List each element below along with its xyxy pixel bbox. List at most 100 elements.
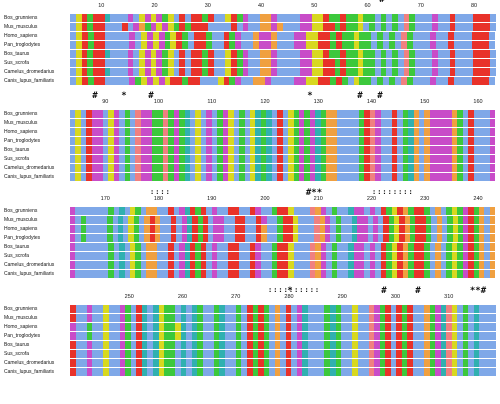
residue-cell (231, 50, 237, 58)
residue-cell (175, 350, 181, 358)
residue-cell (264, 77, 271, 85)
residue-cell (119, 341, 126, 349)
residue-cell (208, 332, 214, 340)
residue-cell (304, 173, 310, 181)
residue-cell (331, 207, 338, 215)
residue-cell (146, 270, 152, 278)
residue-cell (285, 359, 292, 367)
residue-cell (211, 261, 218, 269)
residue-cell (184, 137, 190, 145)
residue-cell (233, 270, 240, 278)
sequence-row (70, 41, 496, 49)
residue-cell (397, 164, 403, 172)
residue-cell (175, 323, 181, 331)
residue-cell (129, 77, 135, 85)
residue-cell (110, 50, 116, 58)
residue-cell (233, 261, 240, 269)
residue-cell (388, 41, 395, 49)
residue-cell (309, 128, 316, 136)
residue-cell (206, 146, 212, 154)
residue-cell (390, 350, 397, 358)
residue-cell (307, 359, 314, 367)
residue-cell (397, 173, 403, 181)
residue-cell (255, 110, 261, 118)
residue-cell (80, 243, 87, 251)
residue-cell (249, 110, 256, 118)
residue-cell (461, 68, 467, 76)
residue-cell (81, 41, 88, 49)
residue-cell (304, 146, 310, 154)
residue-cell (162, 146, 169, 154)
residue-cell (379, 368, 386, 376)
residue-cell (263, 332, 270, 340)
residue-cell (357, 14, 364, 22)
residue-cell (305, 23, 312, 31)
residue-cell (202, 323, 209, 331)
residue-cell (346, 59, 352, 67)
residue-cell (224, 368, 231, 376)
residue-cell (468, 305, 474, 313)
residue-cell (457, 137, 463, 145)
residue-cell (357, 305, 364, 313)
residue-cell (235, 41, 242, 49)
residue-cell (451, 155, 458, 163)
residue-cell (468, 368, 474, 376)
residue-cell (413, 207, 419, 215)
residue-cell (75, 41, 82, 49)
residue-cell (489, 59, 496, 67)
residue-cell (408, 173, 414, 181)
residue-cell (346, 14, 352, 22)
residue-cell (263, 314, 270, 322)
residue-cell (329, 41, 336, 49)
residue-cell (300, 32, 307, 40)
residue-cell (86, 350, 93, 358)
residue-cell (484, 128, 490, 136)
residue-cell (119, 243, 125, 251)
residue-cell (375, 243, 381, 251)
residue-cell (391, 146, 398, 154)
residue-cell (191, 314, 198, 322)
residue-cell (93, 14, 99, 22)
residue-cell (190, 23, 197, 31)
residue-cell (357, 368, 364, 376)
residue-cell (386, 146, 392, 154)
residue-cell (119, 359, 126, 367)
residue-cell (335, 332, 342, 340)
residue-cell (312, 32, 319, 40)
residue-cell (180, 341, 187, 349)
residue-cell (235, 332, 242, 340)
residue-cell (443, 59, 450, 67)
residue-cell (299, 261, 305, 269)
residue-cell (116, 14, 122, 22)
sequence-row (70, 332, 496, 340)
residue-cell (108, 261, 114, 269)
residue-cell (75, 128, 81, 136)
residue-cell (217, 173, 223, 181)
residue-cell (424, 128, 430, 136)
residue-cell (70, 110, 76, 118)
residue-cell (185, 68, 191, 76)
residue-cell (119, 173, 125, 181)
residue-cell (363, 14, 369, 22)
residue-cell (318, 323, 325, 331)
residue-cell (459, 41, 466, 49)
residue-cell (328, 14, 335, 22)
residue-cell (75, 14, 82, 22)
ruler-tick-label: 50 (311, 3, 318, 9)
residue-cell (146, 155, 152, 163)
residue-cell (468, 323, 474, 331)
residue-cell (140, 77, 147, 85)
residue-cell (353, 155, 360, 163)
residue-cell (432, 59, 438, 67)
residue-cell (147, 359, 153, 367)
residue-cell (167, 59, 174, 67)
residue-cell (309, 216, 315, 224)
residue-cell (280, 332, 286, 340)
residue-cell (280, 323, 286, 331)
residue-cell (424, 119, 430, 127)
sequence-row (70, 32, 496, 40)
residue-cell (135, 128, 141, 136)
residue-cell (484, 137, 490, 145)
residue-cell (266, 164, 272, 172)
residue-cell (375, 207, 381, 215)
